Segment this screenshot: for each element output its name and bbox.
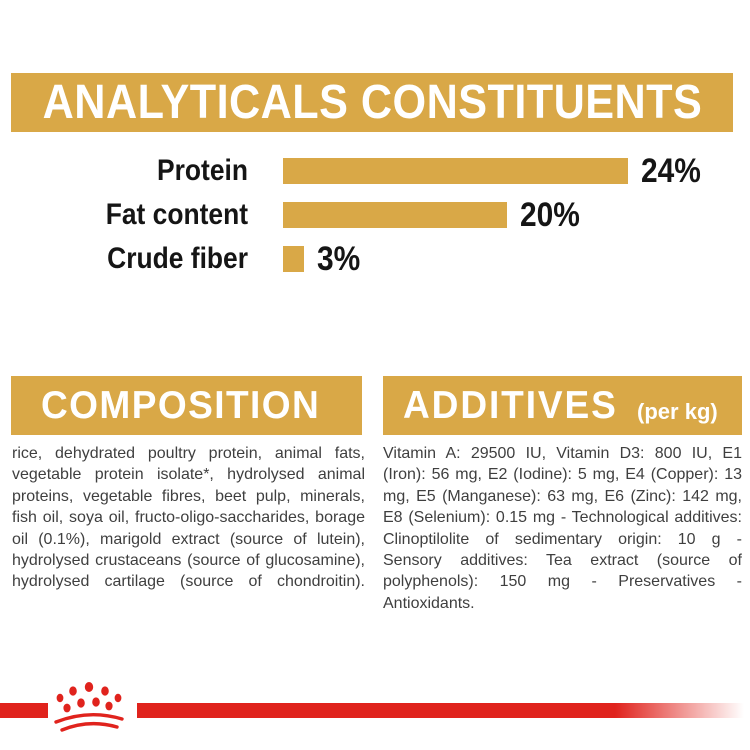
chart-row-protein: Protein 24% <box>0 149 750 193</box>
chart-label-fiber: Crude fiber <box>107 242 249 275</box>
footer-rule-right <box>137 703 750 718</box>
footer-rule-left <box>0 703 48 718</box>
royal-canin-crown-icon <box>48 672 138 750</box>
analytical-constituents-chart: Protein 24% Fat content 20% Crude fiber … <box>0 149 750 289</box>
additives-title: ADDITIVES <box>403 383 618 427</box>
chart-bar-fat <box>283 202 507 228</box>
chart-row-fat: Fat content 20% <box>0 193 750 237</box>
chart-label-protein: Protein <box>157 154 248 187</box>
analyticals-banner: ANALYTICALS CONSTITUENTS <box>11 73 733 132</box>
crown-svg <box>54 682 124 732</box>
chart-row-fiber: Crude fiber 3% <box>0 237 750 281</box>
chart-value-protein: 24% <box>641 151 701 190</box>
additives-body: Vitamin A: 29500 IU, Vitamin D3: 800 IU,… <box>383 445 742 612</box>
composition-body: rice, dehydrated poultry protein, animal… <box>12 445 365 591</box>
composition-banner: COMPOSITION <box>11 376 362 435</box>
chart-value-fiber: 3% <box>317 239 361 278</box>
chart-bar-protein <box>283 158 628 184</box>
chart-label-fat: Fat content <box>105 198 248 231</box>
additives-title-suffix: (per kg) <box>637 398 718 424</box>
composition-title: COMPOSITION <box>41 383 321 427</box>
analyticals-title: ANALYTICALS CONSTITUENTS <box>42 76 702 129</box>
chart-bar-fiber <box>283 246 304 272</box>
chart-value-fat: 20% <box>520 195 580 234</box>
additives-banner: ADDITIVES (per kg) <box>383 376 742 435</box>
